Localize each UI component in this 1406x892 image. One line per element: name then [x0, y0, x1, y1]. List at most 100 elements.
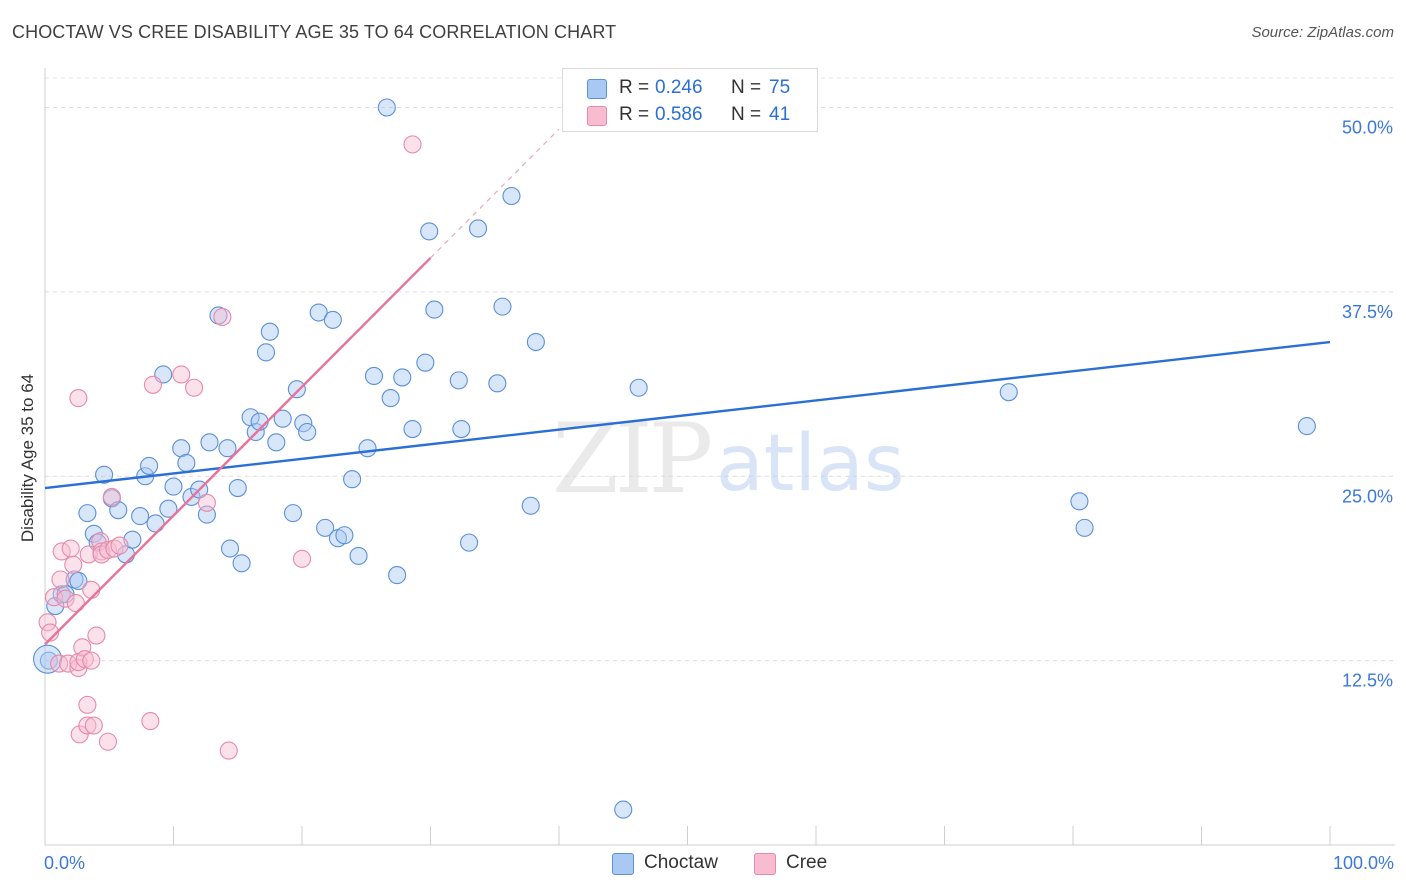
choctaw-point: [294, 414, 313, 433]
cree-point: [78, 695, 97, 714]
watermark-atlas: atlas: [716, 419, 905, 509]
choctaw-point: [377, 98, 396, 117]
choctaw-point: [69, 571, 88, 591]
cree-trend-extension: [430, 128, 560, 259]
choctaw-point: [403, 419, 422, 439]
choctaw-point: [273, 409, 292, 428]
choctaw-point: [349, 546, 368, 565]
legend-row-cree: R = 0.586 N = 41: [563, 102, 817, 128]
choctaw-point: [1070, 492, 1089, 511]
choctaw-point: [220, 539, 240, 558]
legend-swatch-cree: [587, 106, 607, 126]
legend-r-label: R =: [619, 77, 650, 98]
choctaw-point: [232, 554, 251, 573]
y-tick-label: 12.5%: [1342, 671, 1393, 691]
y-tick-label: 37.5%: [1342, 302, 1393, 322]
choctaw-point: [309, 303, 328, 322]
axes: [44, 68, 1395, 846]
cree-point: [172, 365, 191, 384]
choctaw-point: [381, 389, 400, 408]
choctaw-point: [449, 371, 468, 390]
choctaw-trend-line: [44, 340, 1331, 490]
choctaw-point: [78, 504, 97, 523]
choctaw-point: [502, 186, 521, 206]
legend-r-value: 0.246: [655, 77, 703, 98]
cree-point: [292, 549, 312, 568]
choctaw-point: [39, 651, 58, 670]
choctaw-point: [316, 518, 335, 537]
legend-swatch-choctaw: [587, 79, 607, 99]
watermark-zip: ZIP: [552, 403, 711, 515]
choctaw-point: [488, 374, 507, 393]
cree-point: [69, 389, 88, 408]
legend-r-value: 0.586: [655, 104, 703, 125]
choctaw-point: [131, 507, 150, 526]
cree-point: [82, 580, 101, 599]
cree-point: [197, 493, 216, 512]
choctaw-point: [468, 219, 488, 238]
choctaw-point: [159, 499, 178, 518]
legend-n-value: 41: [769, 104, 791, 125]
choctaw-point-large: [33, 644, 63, 674]
choctaw-point: [420, 222, 439, 241]
cree-point: [75, 650, 94, 669]
choctaw-point: [459, 533, 479, 552]
cree-point: [219, 741, 238, 760]
cree-point: [61, 539, 80, 558]
choctaw-point: [521, 496, 540, 515]
gridlines: [45, 77, 1395, 662]
legend-row-choctaw: R = 0.246 N = 75: [563, 75, 817, 101]
trend-lines: [44, 257, 1331, 646]
cree-point: [141, 712, 160, 731]
cree-point: [38, 613, 57, 632]
choctaw-point: [260, 322, 279, 341]
series-label-choctaw: Choctaw: [644, 852, 718, 873]
choctaw-point: [283, 504, 303, 523]
chart-title: CHOCTAW VS CREE DISABILITY AGE 35 TO 64 …: [12, 22, 617, 42]
choctaw-point: [999, 383, 1018, 402]
tick-labels: 12.5% 25.0% 37.5% 50.0% 0.0% 100.0%: [44, 118, 1394, 874]
choctaw-point: [343, 470, 362, 489]
cree-points: [38, 135, 422, 760]
choctaw-point: [177, 453, 196, 473]
series-swatch-cree: [754, 853, 776, 875]
cree-point: [56, 589, 75, 608]
choctaw-point: [393, 368, 412, 387]
choctaw-point: [614, 800, 633, 819]
x-tick-label-min: 0.0%: [44, 853, 85, 873]
correlation-legend: R = 0.246 N = 75 R = 0.586 N = 41: [562, 68, 818, 132]
legend-n-label: N =: [731, 77, 762, 98]
cree-point: [185, 378, 204, 397]
y-axis-label: Disability Age 35 to 64: [18, 373, 37, 543]
choctaw-point: [1075, 518, 1094, 537]
choctaw-point: [1297, 417, 1316, 436]
choctaw-point: [493, 297, 512, 316]
cree-point: [143, 375, 162, 394]
trend-extension: [430, 128, 560, 259]
cree-trend-line: [44, 257, 432, 646]
choctaw-point: [425, 300, 444, 319]
cree-point: [66, 594, 85, 613]
cree-point: [98, 732, 118, 751]
legend-n-label: N =: [731, 104, 762, 125]
cree-point: [110, 536, 129, 555]
choctaw-point: [323, 310, 342, 329]
cree-point: [105, 539, 124, 558]
cree-point: [82, 651, 101, 670]
y-tick-label: 50.0%: [1342, 118, 1393, 138]
series-label-cree: Cree: [786, 852, 828, 873]
choctaw-point: [358, 439, 377, 458]
choctaw-point: [452, 419, 471, 439]
legend-r-label: R =: [619, 104, 650, 125]
cree-point: [213, 307, 232, 327]
cree-point: [403, 135, 422, 154]
choctaw-point: [629, 378, 648, 397]
y-tick-label: 25.0%: [1342, 486, 1393, 506]
choctaw-point: [298, 422, 317, 442]
choctaw-point: [164, 477, 183, 496]
choctaw-point: [84, 524, 103, 543]
choctaw-point: [228, 478, 247, 498]
x-tick-label-max: 100.0%: [1333, 853, 1394, 873]
source-credit: Source: ZipAtlas.com: [1251, 24, 1394, 41]
choctaw-point: [287, 380, 306, 399]
